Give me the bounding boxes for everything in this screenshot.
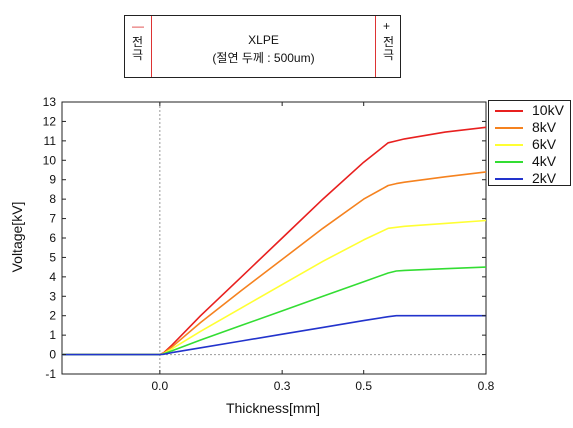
right-electrode-line [375, 16, 376, 77]
y-tick-label: 4 [49, 270, 56, 284]
right-electrode-label: 전극 [382, 35, 395, 62]
y-tick-label: 0 [49, 348, 56, 362]
series-line-8kv [62, 171, 487, 356]
chart-legend: 10kV 8kV 6kV 4kV 2kV [488, 100, 571, 186]
legend-swatch [495, 178, 523, 180]
legend-swatch [495, 127, 523, 129]
diagram-subtitle: (절연 두께 : 500um) [212, 51, 315, 65]
legend-item-10kv: 10kV [489, 102, 570, 119]
x-tick-label: 0.3 [274, 379, 291, 393]
y-tick-label: 2 [49, 309, 56, 323]
plot-area [61, 101, 487, 375]
legend-label: 8kV [532, 119, 557, 135]
y-tick-label: 10 [43, 153, 57, 167]
legend-label: 2kV [532, 170, 557, 186]
x-tick-label: 0.5 [355, 379, 372, 393]
right-electrode-sign: + [383, 19, 391, 33]
y-tick-label: 1 [49, 328, 56, 342]
legend-label: 10kV [532, 102, 564, 118]
y-tick-label: 8 [49, 192, 56, 206]
y-tick-label: 3 [49, 289, 56, 303]
legend-swatch [495, 110, 523, 112]
y-tick-label: 6 [49, 231, 56, 245]
left-electrode-sign: — [132, 19, 144, 33]
y-tick-label: 7 [49, 212, 56, 226]
x-axis-label: Thickness[mm] [226, 400, 320, 416]
x-tick-label: 0.8 [478, 379, 495, 393]
series-line-10kv [62, 126, 487, 356]
y-tick-label: 12 [43, 114, 57, 128]
legend-label: 6kV [532, 136, 557, 152]
y-tick-label: 13 [43, 95, 57, 109]
legend-swatch [495, 144, 523, 146]
y-tick-label: -1 [45, 367, 56, 381]
y-tick-label: 11 [44, 134, 57, 148]
series-line-2kv [62, 314, 486, 356]
y-tick-label: 9 [49, 173, 56, 187]
y-axis-label: Voltage[kV] [9, 202, 25, 273]
legend-item-8kv: 8kV [489, 119, 570, 136]
legend-swatch [495, 161, 523, 163]
left-electrode-label: 전극 [131, 35, 144, 62]
left-electrode-line [151, 16, 152, 77]
legend-item-4kv: 4kV [489, 153, 570, 170]
diagram-title: XLPE [248, 33, 279, 47]
series-line-4kv [62, 266, 487, 356]
series-line-6kv [62, 219, 487, 356]
legend-item-2kv: 2kV [489, 170, 570, 187]
legend-label: 4kV [532, 153, 557, 169]
x-tick-label: 0.0 [152, 379, 169, 393]
y-tick-label: 5 [49, 250, 56, 264]
legend-item-6kv: 6kV [489, 136, 570, 153]
insulation-diagram: — 전극 + 전극 XLPE (절연 두께 : 500um) [124, 15, 401, 78]
